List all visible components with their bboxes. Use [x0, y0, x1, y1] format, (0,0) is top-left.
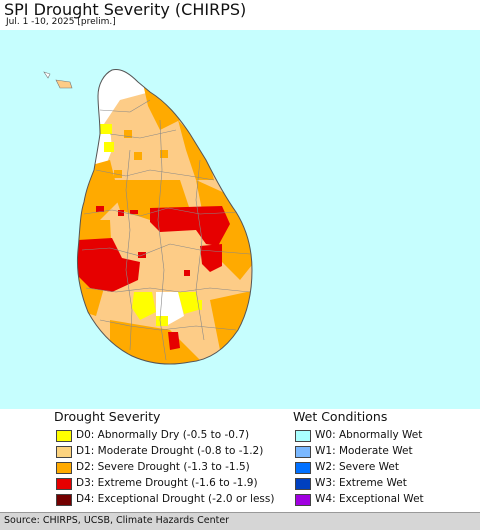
severe-drought-patch: [160, 150, 168, 158]
legend-label-w0: W0: Abnormally Wet: [315, 429, 423, 441]
extreme-drought-central-band: [150, 206, 230, 246]
legend: Drought Severity Wet Conditions D0: Abno…: [0, 409, 480, 512]
severe-drought-patch: [124, 130, 132, 138]
legend-label-d3: D3: Extreme Drought (-1.6 to -1.9): [76, 477, 258, 489]
swatch-d1: [56, 446, 72, 458]
drought-zones: [77, 69, 253, 364]
extreme-drought-south: [168, 332, 180, 350]
legend-label-d1: D1: Moderate Drought (-0.8 to -1.2): [76, 445, 264, 457]
swatch-d2: [56, 462, 72, 474]
source-credit: Source: CHIRPS, UCSB, Climate Hazards Ce…: [4, 515, 230, 526]
abnormally-dry-south-central: [132, 292, 156, 320]
extreme-drought-patch: [96, 206, 104, 212]
swatch-w0: [295, 430, 311, 442]
abnormally-dry-patch: [156, 316, 168, 326]
legend-label-d0: D0: Abnormally Dry (-0.5 to -0.7): [76, 429, 250, 441]
swatch-d0: [56, 430, 72, 442]
abnormally-dry-mannar-2: [104, 142, 114, 152]
swatch-d3: [56, 478, 72, 490]
abnormally-dry-patch: [192, 300, 202, 310]
extreme-drought-patch: [184, 270, 190, 276]
severe-drought-northeast: [178, 120, 214, 180]
severe-drought-patch: [114, 170, 122, 178]
legend-label-w1: W1: Moderate Wet: [315, 445, 413, 457]
drought-map: [0, 30, 480, 409]
legend-label-d4: D4: Exceptional Drought (-2.0 or less): [76, 493, 275, 505]
abnormally-dry-mannar: [98, 124, 112, 134]
map-date-range: Jul. 1 -10, 2025 [prelim.]: [6, 17, 116, 27]
extreme-drought-east: [200, 244, 222, 272]
swatch-w3: [295, 478, 311, 490]
drought-legend-heading: Drought Severity: [54, 409, 161, 424]
swatch-w1: [295, 446, 311, 458]
sri-lanka-map: [43, 69, 253, 365]
northern-islet: [43, 71, 51, 79]
wet-legend-heading: Wet Conditions: [293, 409, 388, 424]
extreme-drought-patch: [130, 210, 138, 214]
map-title: SPI Drought Severity (CHIRPS): [4, 0, 247, 19]
severe-drought-patch: [134, 152, 142, 160]
extreme-drought-west: [78, 238, 140, 292]
extreme-drought-patch: [118, 210, 124, 216]
swatch-w2: [295, 462, 311, 474]
jaffna-peninsula: [55, 79, 73, 89]
legend-label-d2: D2: Severe Drought (-1.3 to -1.5): [76, 461, 250, 473]
legend-label-w4: W4: Exceptional Wet: [315, 493, 424, 505]
swatch-w4: [295, 494, 311, 506]
legend-label-w2: W2: Severe Wet: [315, 461, 399, 473]
legend-label-w3: W3: Extreme Wet: [315, 477, 407, 489]
swatch-d4: [56, 494, 72, 506]
district-boundaries: [81, 99, 251, 361]
source-footer: Source: CHIRPS, UCSB, Climate Hazards Ce…: [0, 512, 480, 530]
